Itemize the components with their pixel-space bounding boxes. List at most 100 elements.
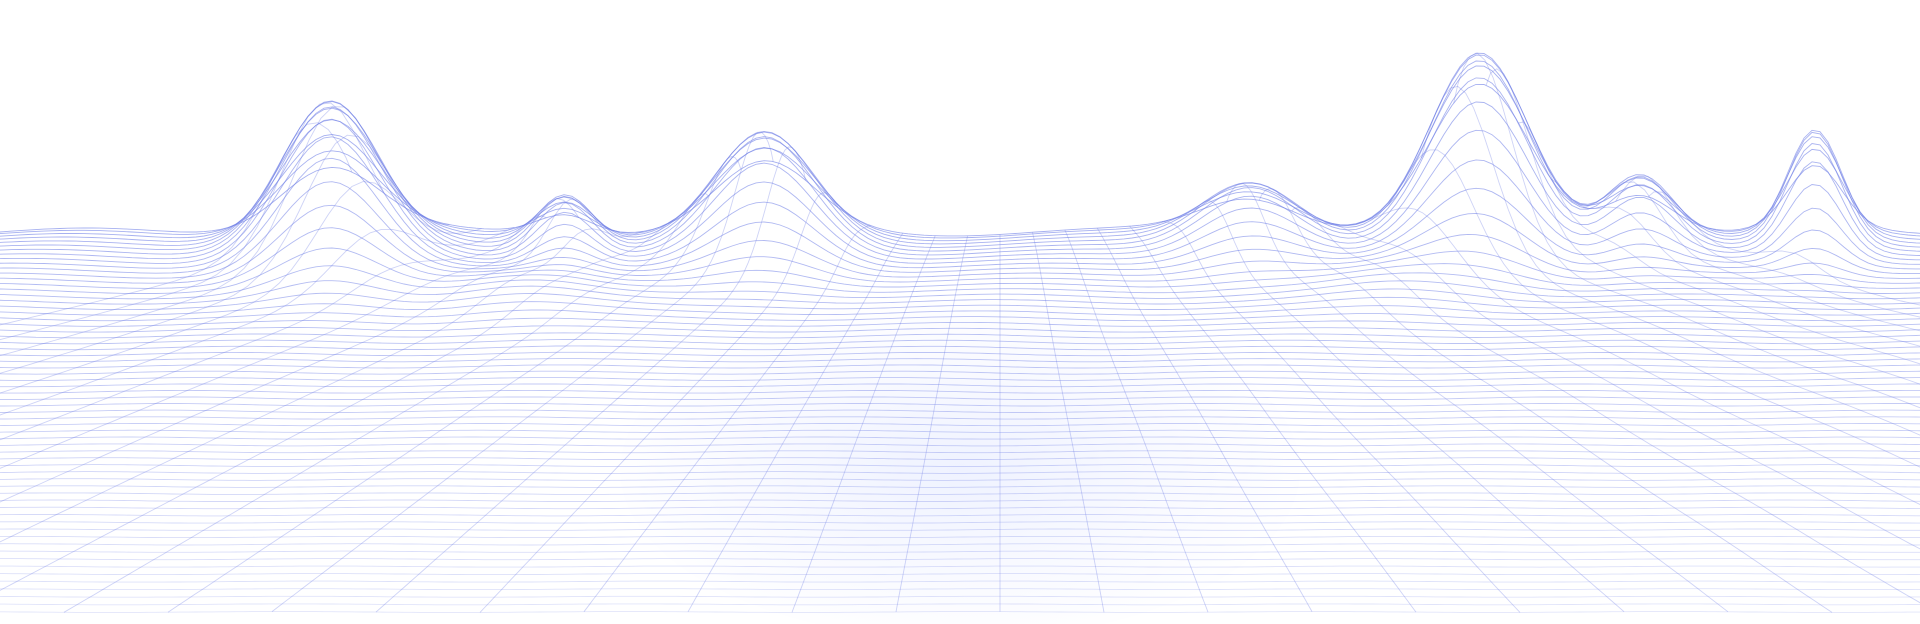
mesh-row-line <box>0 227 1920 289</box>
mesh-row-line <box>0 309 1920 322</box>
mesh-row-line <box>0 364 1920 369</box>
mesh-column-line <box>1258 188 1833 613</box>
mesh-row-line <box>0 332 1920 339</box>
mesh-row-line <box>0 377 1920 381</box>
mesh-column-line <box>1453 52 1920 409</box>
mesh-row-line <box>0 136 1920 270</box>
mesh-row-line <box>0 100 1920 256</box>
mesh-row-line <box>0 317 1920 327</box>
mesh-column-line <box>0 198 612 503</box>
mesh-row-line <box>0 416 1920 420</box>
mesh-row-line <box>0 396 1920 400</box>
mesh-row-line <box>0 550 1920 553</box>
mesh-row-line <box>0 595 1920 598</box>
mesh-row-line <box>0 528 1920 531</box>
mesh-row-line <box>0 506 1920 510</box>
mesh-column-line <box>0 134 450 374</box>
mesh-column-line <box>1615 175 1920 318</box>
mesh-column-line <box>167 156 742 613</box>
mesh-column-line <box>1485 68 1920 385</box>
mesh-row-line <box>0 514 1920 517</box>
mesh-column-line <box>479 192 839 613</box>
mesh-row-line <box>0 403 1920 407</box>
mesh-row-line <box>0 457 1920 460</box>
mesh-row-line <box>0 118 1920 265</box>
mesh-column-line <box>1518 121 1920 365</box>
mesh-column-line <box>687 232 904 613</box>
mesh-column-line <box>0 197 580 469</box>
mesh-column-line <box>1226 182 1729 613</box>
mesh-row-line <box>0 558 1920 561</box>
mesh-column-line <box>1064 229 1209 613</box>
mesh-row-line <box>0 181 1920 279</box>
mesh-row-line <box>0 521 1920 524</box>
mesh-row-line <box>0 389 1920 394</box>
mesh-row-line <box>0 409 1920 413</box>
mesh-column-line <box>0 102 385 341</box>
mesh-column-line <box>1647 191 1920 306</box>
mesh-column-lines <box>0 52 1920 613</box>
mesh-row-line <box>0 429 1920 433</box>
mesh-column-line <box>1291 207 1920 604</box>
mesh-column-line <box>1031 232 1105 613</box>
mesh-row-line <box>0 492 1920 495</box>
mesh-column-line <box>0 181 482 394</box>
mesh-column-line <box>1550 178 1920 347</box>
mesh-row-line <box>0 423 1920 427</box>
mesh-column-line <box>271 131 774 612</box>
mesh-row-line <box>0 52 1920 245</box>
mesh-column-line <box>1129 225 1417 613</box>
mesh-column-line <box>791 235 936 613</box>
mesh-row-line <box>0 383 1920 388</box>
mesh-row-line <box>0 535 1920 539</box>
mesh-column-line <box>0 106 417 357</box>
mesh-column-line <box>1420 85 1920 436</box>
mesh-column-line <box>0 219 677 591</box>
mesh-row-line <box>0 77 1920 252</box>
mesh-column-line <box>0 122 353 326</box>
mesh-column-line <box>1583 181 1920 332</box>
mesh-row-line <box>0 370 1920 375</box>
mesh-row-line <box>0 157 1920 275</box>
mesh-column-line <box>1096 227 1313 612</box>
mesh-row-line <box>0 265 1920 300</box>
mesh-row-line <box>0 478 1920 481</box>
mesh-column-line <box>1388 149 1920 468</box>
mesh-row-line <box>0 443 1920 447</box>
mesh-column-line <box>1356 207 1920 505</box>
mesh-row-lines <box>0 52 1920 613</box>
mesh-row-line <box>0 280 1920 305</box>
mesh-row-line <box>0 543 1920 546</box>
mesh-row-line <box>0 450 1920 454</box>
mesh-row-line <box>0 325 1920 333</box>
mesh-column-line <box>583 225 871 612</box>
mesh-row-line <box>0 351 1920 357</box>
mesh-row-line <box>0 611 1920 613</box>
mesh-row-line <box>0 565 1920 568</box>
mesh-row-line <box>0 588 1920 591</box>
mesh-row-line <box>0 247 1920 294</box>
mesh-column-line <box>63 193 709 613</box>
mesh-column-line <box>0 215 547 441</box>
mesh-row-line <box>0 436 1920 440</box>
mesh-column-line <box>1162 221 1521 613</box>
mesh-column-line <box>895 235 969 612</box>
mesh-row-line <box>0 204 1920 284</box>
mesh-row-line <box>0 573 1920 576</box>
mesh-row-line <box>0 603 1920 606</box>
mesh-column-line <box>375 146 807 613</box>
mesh-row-line <box>0 345 1920 351</box>
mesh-row-line <box>0 358 1920 363</box>
mesh-row-line <box>0 65 1920 239</box>
mesh-row-line <box>0 301 1920 316</box>
mesh-row-line <box>0 54 1920 242</box>
mesh-row-line <box>0 464 1920 467</box>
mesh-column-line <box>1194 200 1625 613</box>
mesh-column-line <box>1324 221 1920 550</box>
mesh-row-line <box>0 580 1920 583</box>
mesh-row-line <box>0 339 1920 345</box>
mesh-column-line <box>0 227 515 416</box>
mesh-row-line <box>0 106 1920 261</box>
